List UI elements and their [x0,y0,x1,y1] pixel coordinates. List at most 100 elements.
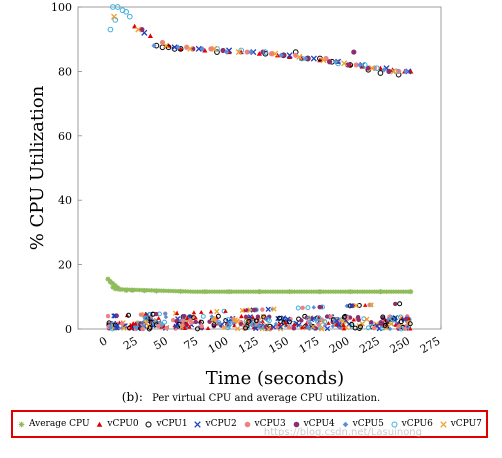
legend-marker [194,420,202,428]
average-cpu-point [401,289,406,294]
y-axis: 0 20 40 60 80 100 [51,1,82,336]
average-cpu-point [163,288,169,294]
average-cpu-point [309,289,314,294]
average-cpu-point [137,287,142,293]
band-point [358,324,363,330]
series-point-8 [110,13,118,20]
series-point-8 [235,49,242,56]
x-tick-label: 200 [327,334,352,356]
band-point [143,315,148,321]
legend-item: vCPU0 [95,419,139,429]
legend-marker [293,421,299,427]
legend-marker-icon [18,421,25,427]
band-point [300,305,305,311]
series-point-5 [365,65,371,71]
average-cpu-point [268,289,273,294]
band-point [253,318,259,324]
band-point [138,312,144,317]
legend-item: vCPU6 [390,419,433,429]
average-cpu-point [297,289,302,294]
average-cpu-point [282,289,287,294]
average-cpu-point [372,289,377,294]
band-point [255,314,261,319]
y-tick-label: 100 [51,1,72,14]
band-point [382,322,388,328]
series-point-6 [199,46,206,52]
band-point [388,321,394,327]
series-point-2 [165,44,172,51]
series-point-3 [171,44,178,51]
band-point [114,322,120,329]
series-point-3 [286,52,293,59]
average-cpu-point [364,289,370,294]
average-cpu-point [294,289,300,294]
legend-marker [439,420,447,428]
average-cpu-point [183,289,188,294]
band-point [188,318,193,323]
series-point-4 [208,46,214,52]
band-point [180,318,186,323]
average-cpu-point [185,289,191,294]
average-cpu-point [299,289,304,294]
band-point [318,326,325,332]
legend-marker-icon [342,421,348,427]
average-cpu-point [234,289,239,294]
legend-label: vCPU1 [156,419,188,429]
series-point-0 [226,289,232,295]
band-point [174,310,180,315]
average-cpu-point [113,283,118,288]
average-cpu-point [396,289,401,294]
average-cpu-point [222,289,227,294]
band-point [260,307,265,312]
series-point-4 [293,52,299,58]
band-point [334,318,340,324]
series-point-0 [408,289,414,295]
band-point [283,320,288,324]
legend-marker-icon [145,420,152,428]
legend: Average CPU vCPU0 vCPU1 vCPU2 vCPU3 vCPU4 vCPU… [11,410,488,438]
band-point [121,325,127,331]
y-tick-label: 60 [58,130,72,143]
x-tick-label: 175 [297,334,322,356]
band-point [356,302,362,308]
band-point [277,321,282,326]
band-point [355,314,361,320]
band-point [291,322,297,327]
average-cpu-point [207,289,212,294]
band-point [107,325,113,330]
band-point [324,314,330,319]
average-cpu-point [280,289,285,294]
series-point-8 [187,45,194,52]
band-point [185,321,190,326]
band-point [205,326,211,330]
band-point [164,325,169,331]
band-point [182,314,187,319]
y-axis-title: % CPU Utilization [27,85,48,250]
series-point-0 [117,286,123,292]
average-cpu-point [277,289,283,294]
band-point [243,325,249,331]
legend-marker-icon [244,421,250,427]
average-cpu-point [251,289,256,294]
band-point [364,316,370,322]
series-point-4 [244,49,250,55]
series-point-6 [333,59,339,65]
average-cpu-point [374,289,380,294]
band-point [120,321,125,326]
band-point [344,303,349,309]
average-cpu-point [311,289,317,294]
legend-item: vCPU7 [439,419,482,429]
series-point-6 [151,43,157,49]
average-cpu-point [151,288,157,293]
series-point-1 [274,52,281,58]
band-point [391,316,397,322]
band-point [295,305,301,311]
band-point [351,317,356,322]
band-point [371,325,377,331]
series-point-2 [377,70,384,76]
band-point [250,322,256,328]
band-point [217,321,223,326]
average-cpu-point [246,289,251,294]
band-point [208,309,214,314]
average-cpu-point [260,289,266,294]
